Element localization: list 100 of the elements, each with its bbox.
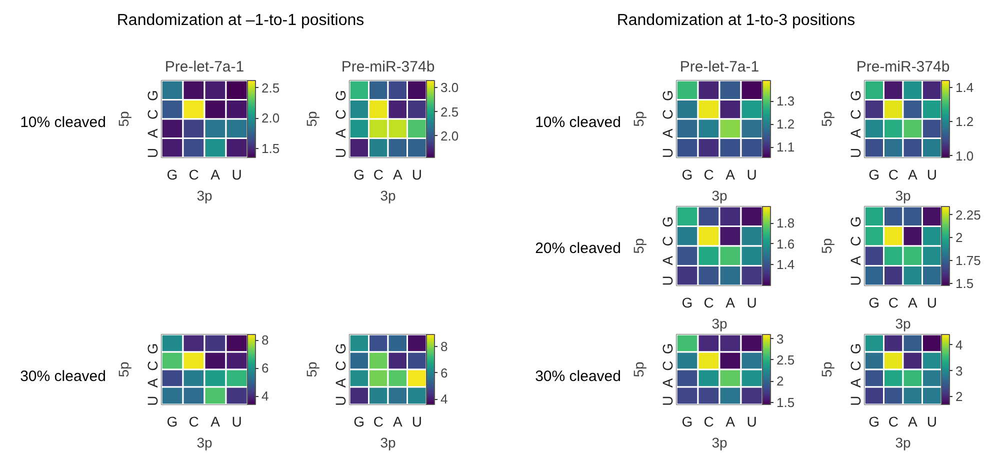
y-tick-label: G [660, 90, 676, 102]
y-tick-label: U [144, 148, 160, 158]
x-tick-label: G [868, 414, 880, 430]
x-axis-title: 3p [895, 434, 911, 450]
y-tick-label: G [660, 216, 676, 228]
color-bar-label: 2.5 [440, 104, 459, 120]
x-tick-label: U [232, 414, 242, 430]
y-tick-label: U [660, 148, 676, 158]
y-tick-label: A [848, 255, 864, 266]
y-tick-label: C [848, 360, 864, 371]
x-tick-label: U [232, 166, 242, 182]
y-tick-label: G [848, 343, 864, 354]
color-bar-label: 1.1 [776, 140, 795, 155]
x-tick-label: A [210, 414, 221, 430]
y-tick-label: C [848, 236, 864, 246]
x-tick-label: A [908, 414, 918, 430]
color-bar-label: 8 [262, 332, 269, 348]
x-tick-label: G [682, 166, 693, 182]
x-tick-label: A [210, 166, 221, 182]
x-tick-label: G [166, 414, 178, 430]
x-tick-label: C [373, 414, 384, 430]
y-tick-label: C [144, 360, 160, 371]
x-tick-label: U [926, 414, 937, 430]
x-tick-label: C [704, 414, 714, 430]
x-tick-label: U [412, 414, 422, 430]
x-tick-label: C [888, 294, 898, 310]
x-axis-title: 3p [196, 434, 212, 450]
x-tick-label: A [392, 414, 403, 430]
color-bar-label: 1.6 [776, 236, 795, 252]
y-axis-title: 5p [818, 238, 834, 254]
color-bar-label: 3 [776, 332, 784, 346]
y-tick-label: C [848, 109, 864, 120]
color-bar-label: 2 [956, 389, 963, 404]
color-bar-label: 2.0 [262, 110, 280, 126]
x-axis-title: 3p [380, 434, 396, 450]
y-tick-label: G [660, 343, 676, 354]
y-tick-label: U [332, 396, 348, 406]
x-tick-label: U [746, 166, 757, 182]
y-tick-label: A [332, 128, 348, 138]
x-tick-label: C [888, 166, 898, 182]
y-axis-title: 5p [630, 238, 646, 254]
y-axis-title: 5p [630, 362, 646, 378]
y-tick-label: G [848, 90, 864, 102]
x-tick-label: C [188, 166, 199, 182]
y-tick-label: G [144, 343, 160, 354]
y-tick-label: A [144, 378, 160, 388]
x-tick-label: C [704, 166, 714, 182]
color-bar-label: 1.4 [776, 257, 795, 272]
y-tick-label: U [144, 396, 160, 406]
y-tick-label: A [660, 128, 676, 138]
x-tick-label: G [354, 414, 365, 430]
color-bar-label: 6 [262, 360, 269, 376]
x-tick-label: U [926, 294, 937, 310]
x-tick-label: U [926, 166, 937, 182]
y-tick-label: C [144, 109, 160, 120]
color-bar-label: 1.75 [956, 253, 981, 268]
x-tick-label: G [166, 166, 178, 182]
y-axis-title: 5p [818, 111, 834, 127]
y-tick-label: C [660, 236, 676, 246]
x-tick-label: C [188, 414, 199, 430]
text: 10% cleaved [535, 113, 621, 133]
x-axis-title: 3p [712, 434, 728, 450]
x-tick-label: G [682, 414, 693, 430]
color-bar-label: 2.25 [956, 207, 981, 222]
y-axis-title: 5p [116, 111, 132, 127]
color-bar-label: 1.3 [776, 94, 795, 109]
color-bar-label: 4 [440, 392, 448, 407]
color-bar-label: 1.5 [776, 394, 795, 410]
color-bar-label: 3.0 [440, 80, 459, 96]
color-bar-label: 1.5 [262, 140, 280, 156]
color-bar-label: 2 [956, 230, 963, 246]
y-tick-label: U [848, 148, 864, 158]
color-bar-label: 4 [262, 388, 269, 404]
y-tick-label: A [144, 128, 160, 138]
x-axis-title: 3p [895, 188, 911, 204]
color-bar-label: 1.0 [956, 148, 974, 164]
chart-title: Pre-let-7a-1 [164, 58, 244, 76]
y-tick-label: C [332, 109, 348, 120]
y-tick-label: A [660, 378, 676, 388]
y-axis-title: 5p [304, 111, 320, 127]
color-bar-label: 2.5 [262, 80, 280, 96]
color-bar-label: 8 [440, 338, 448, 354]
y-tick-label: G [848, 216, 864, 228]
text: 10% cleaved [20, 113, 106, 133]
y-axis-title: 5p [818, 362, 834, 378]
y-axis-title: 5p [630, 111, 646, 127]
y-axis-title: 5p [304, 362, 320, 378]
x-tick-label: U [746, 294, 757, 310]
text: Randomization at –1-to-1 positions [116, 11, 364, 31]
x-axis-title: 3p [196, 188, 212, 204]
x-tick-label: G [682, 294, 693, 310]
x-tick-label: G [868, 166, 880, 182]
color-bar-label: 2.0 [440, 128, 459, 144]
chart-title: Pre-let-7a-1 [680, 58, 760, 76]
y-tick-label: G [144, 90, 160, 102]
y-tick-label: U [332, 148, 348, 158]
y-tick-label: A [332, 378, 348, 388]
y-tick-label: C [660, 109, 676, 120]
color-bar-label: 3 [956, 363, 963, 378]
x-axis-title: 3p [712, 316, 728, 332]
